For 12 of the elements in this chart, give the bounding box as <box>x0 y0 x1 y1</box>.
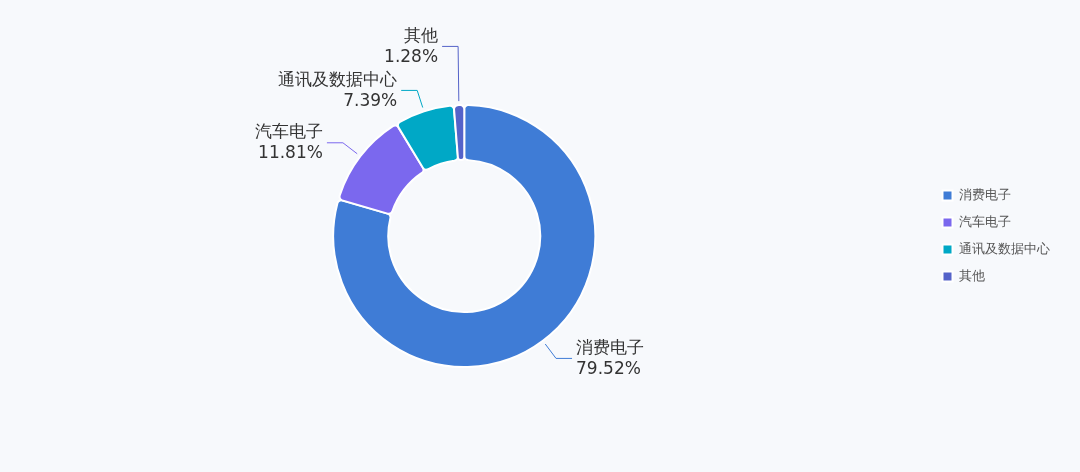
legend-label: 消费电子 <box>959 186 1011 202</box>
data-label: 79.52% <box>576 357 641 378</box>
data-label: 7.39% <box>343 89 398 110</box>
slice-label: 消费电子 <box>576 336 645 357</box>
slice-label: 其他 <box>404 24 439 45</box>
data-label: 11.81% <box>258 142 323 163</box>
data-label: 1.28% <box>384 45 439 66</box>
legend-label: 通讯及数据中心 <box>959 240 1050 256</box>
legend-label: 汽车电子 <box>959 213 1011 229</box>
legend-label: 其他 <box>959 267 985 283</box>
slice-label: 汽车电子 <box>254 121 323 142</box>
slice-label: 通讯及数据中心 <box>278 68 398 89</box>
